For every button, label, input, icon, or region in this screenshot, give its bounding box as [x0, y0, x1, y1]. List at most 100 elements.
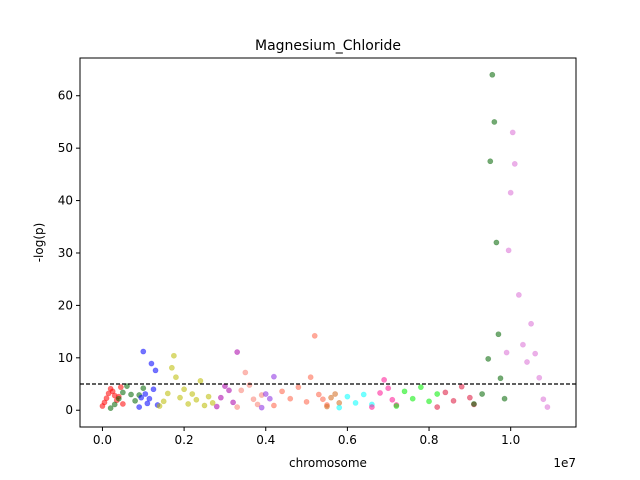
data-point [311, 332, 318, 339]
data-point [352, 399, 359, 406]
data-point [328, 394, 334, 401]
data-point [142, 391, 149, 397]
data-point [401, 388, 408, 395]
x-axis-ticks: 0.0 0.2 0.4 0.6 0.8 1.0 [93, 427, 520, 447]
y-tick-label: 50 [58, 141, 73, 155]
data-point [489, 71, 496, 78]
data-point [189, 391, 196, 397]
data-point [532, 350, 539, 357]
data-point [389, 396, 396, 403]
data-point [197, 377, 204, 384]
data-point [124, 383, 130, 390]
data-point [332, 391, 339, 397]
data-point [230, 399, 236, 406]
data-point [458, 383, 465, 390]
data-point [242, 369, 249, 376]
data-point [528, 320, 534, 327]
data-point [103, 395, 110, 402]
x-axis-offset-text: 1e7 [553, 456, 576, 470]
data-point [295, 384, 302, 391]
data-point [193, 396, 200, 403]
data-point [246, 382, 253, 388]
data-point [258, 404, 265, 411]
data-point [466, 394, 473, 401]
data-point [336, 404, 343, 411]
y-tick-label: 30 [58, 246, 73, 260]
data-point [315, 391, 322, 398]
data-point [279, 388, 285, 395]
x-tick-label: 0.6 [338, 433, 357, 447]
data-point [495, 331, 502, 338]
data-point [491, 119, 498, 125]
data-point [152, 367, 159, 374]
y-tick-label: 60 [58, 89, 73, 103]
data-point [485, 355, 492, 362]
data-point [368, 404, 375, 410]
x-tick-label: 0.0 [93, 433, 112, 447]
data-point [497, 375, 504, 382]
data-point [487, 158, 494, 165]
x-tick-label: 1.0 [501, 433, 520, 447]
y-tick-label: 20 [58, 298, 73, 312]
data-point [234, 404, 241, 410]
data-point [168, 364, 175, 371]
data-point [271, 402, 277, 409]
data-point [536, 374, 543, 381]
data-point [319, 396, 326, 403]
data-point [377, 390, 383, 396]
data-point [170, 352, 177, 359]
x-tick-label: 0.4 [256, 433, 275, 447]
data-point [509, 129, 516, 136]
y-axis-label: -log(p) [32, 223, 46, 263]
data-point [511, 160, 518, 167]
data-point [442, 389, 449, 396]
data-point [138, 394, 145, 401]
data-point [501, 395, 508, 402]
chart-title: Magnesium_Chloride [255, 38, 401, 54]
data-point [119, 401, 126, 407]
y-tick-label: 10 [58, 351, 73, 365]
y-tick-label: 40 [58, 194, 73, 208]
x-axis-label: chromosome [289, 456, 367, 470]
data-point [217, 394, 224, 401]
y-axis-ticks: 0 10 20 30 40 50 60 [58, 89, 80, 417]
data-point [128, 391, 134, 398]
data-point [144, 400, 151, 407]
data-point [503, 349, 510, 356]
data-point [471, 401, 477, 407]
data-point [119, 389, 126, 396]
data-point [150, 386, 157, 393]
data-point [209, 399, 216, 406]
data-point [148, 360, 155, 367]
data-point [140, 348, 147, 355]
data-point [115, 395, 122, 402]
data-point [107, 405, 114, 412]
data-point [238, 387, 245, 394]
data-point [185, 401, 192, 407]
data-point [201, 402, 208, 409]
data-point [132, 397, 139, 404]
data-point [385, 385, 392, 392]
data-point [479, 391, 486, 397]
data-point [234, 349, 241, 355]
y-tick-label: 0 [65, 403, 73, 417]
data-point [262, 391, 269, 397]
plot-frame [79, 57, 577, 428]
data-point [544, 404, 551, 410]
data-point [287, 395, 294, 402]
data-point [507, 189, 514, 196]
data-point [434, 404, 441, 410]
x-tick-label: 0.2 [175, 433, 194, 447]
data-point [434, 391, 441, 397]
data-point [205, 393, 212, 400]
x-tick-label: 0.8 [419, 433, 438, 447]
data-point [156, 403, 163, 409]
data-point [450, 397, 457, 404]
data-points [99, 71, 551, 412]
data-point [307, 374, 314, 381]
data-point [515, 292, 522, 298]
data-point [181, 386, 187, 393]
data-point [360, 391, 367, 398]
